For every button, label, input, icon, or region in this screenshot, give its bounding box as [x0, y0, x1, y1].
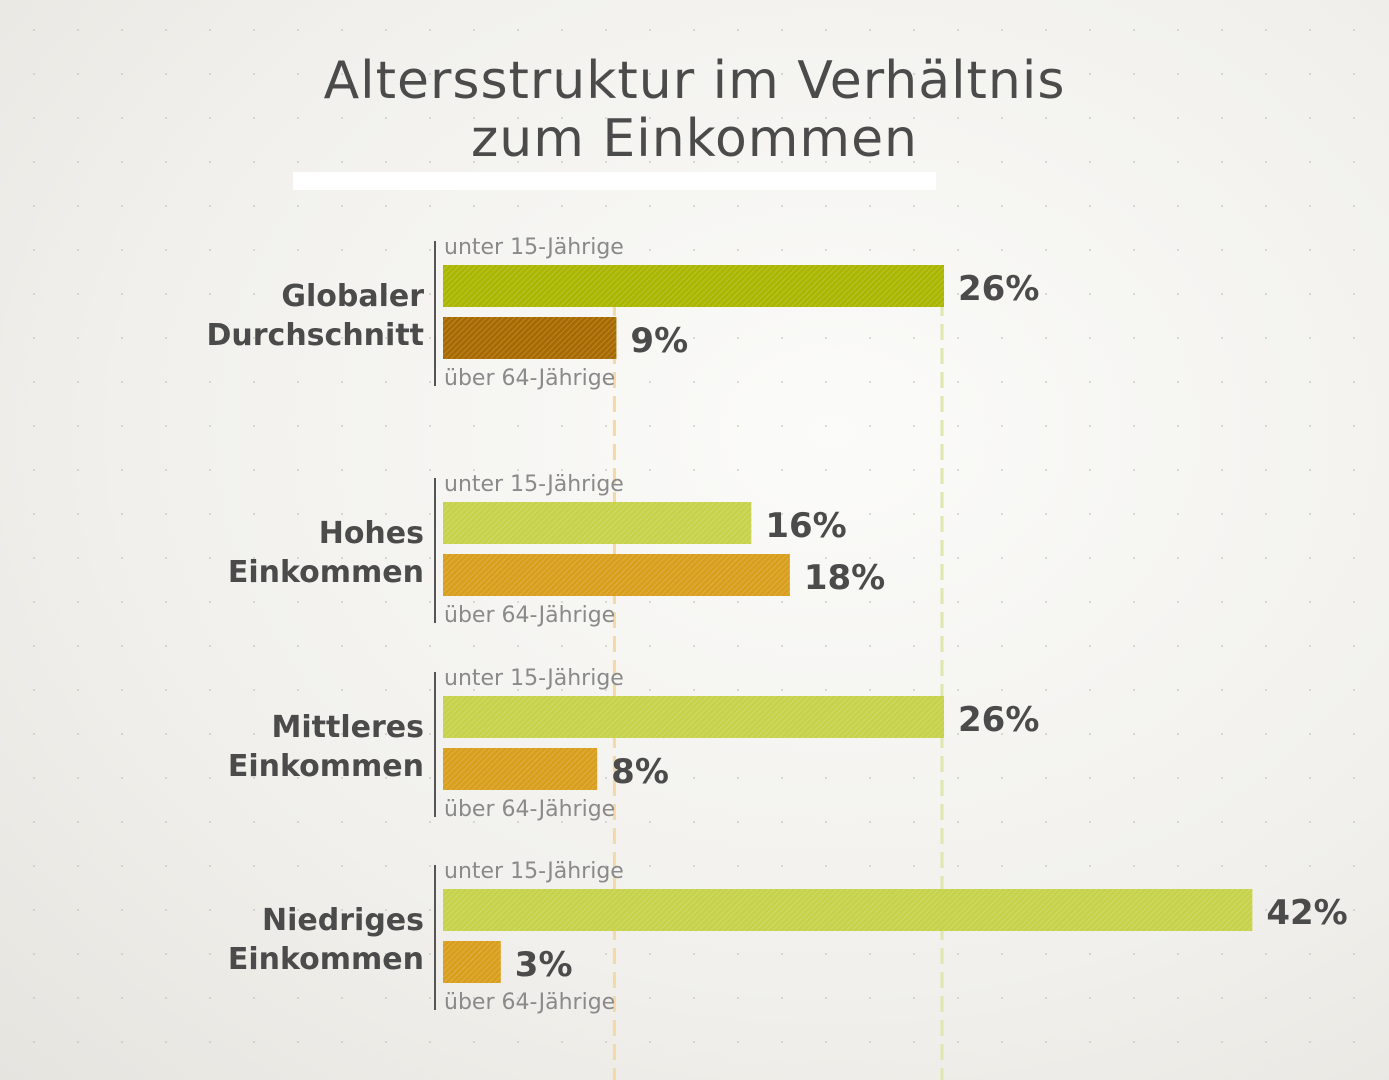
group-label-line: Einkommen	[228, 942, 424, 977]
group-label: Hohes Einkommen	[228, 516, 424, 590]
group-label-line: Hohes	[319, 516, 424, 551]
bar-under15-texture	[443, 889, 1253, 931]
bar-under15-texture	[443, 502, 752, 544]
series-label-over64: über 64-Jährige	[444, 797, 615, 822]
group-label-line: Globaler	[281, 279, 424, 314]
value-label: 16%	[765, 506, 846, 546]
value-label: 26%	[958, 700, 1039, 740]
chart-title-line-1: Altersstruktur im Verhältnis	[323, 51, 1066, 111]
value-label: 8%	[611, 752, 669, 792]
bar-under15-texture	[443, 696, 945, 738]
group-label-line: Durchschnitt	[206, 318, 424, 353]
group-label-line: Mittleres	[272, 710, 424, 745]
group-label-line: Einkommen	[228, 749, 424, 784]
series-label-over64: über 64-Jährige	[444, 603, 615, 628]
bar-under15-texture	[443, 265, 945, 307]
group-label-line: Einkommen	[228, 555, 424, 590]
value-label: 3%	[515, 945, 573, 985]
series-label-under15: unter 15-Jährige	[444, 666, 624, 691]
series-label-under15: unter 15-Jährige	[444, 859, 624, 884]
series-label-over64: über 64-Jährige	[444, 366, 615, 391]
series-label-under15: unter 15-Jährige	[444, 472, 624, 497]
group-label-line: Niedriges	[262, 903, 424, 938]
group-label: Niedriges Einkommen	[228, 903, 424, 977]
bar-over64-texture	[443, 554, 790, 596]
bar-over64-texture	[443, 317, 617, 359]
value-label: 42%	[1266, 893, 1347, 933]
value-label: 9%	[630, 321, 688, 361]
series-label-over64: über 64-Jährige	[444, 990, 615, 1015]
title-underline	[293, 172, 936, 190]
group-label: Mittleres Einkommen	[228, 710, 424, 784]
series-label-under15: unter 15-Jährige	[444, 235, 624, 260]
value-label: 18%	[804, 558, 885, 598]
chart-title-line-2: zum Einkommen	[470, 109, 919, 169]
group-label: Globaler Durchschnitt	[206, 279, 424, 353]
bar-over64-texture	[443, 748, 598, 790]
bar-over64-texture	[443, 941, 501, 983]
value-label: 26%	[958, 269, 1039, 309]
chart-title: Altersstruktur im Verhältnis zum Einkomm…	[0, 52, 1389, 168]
